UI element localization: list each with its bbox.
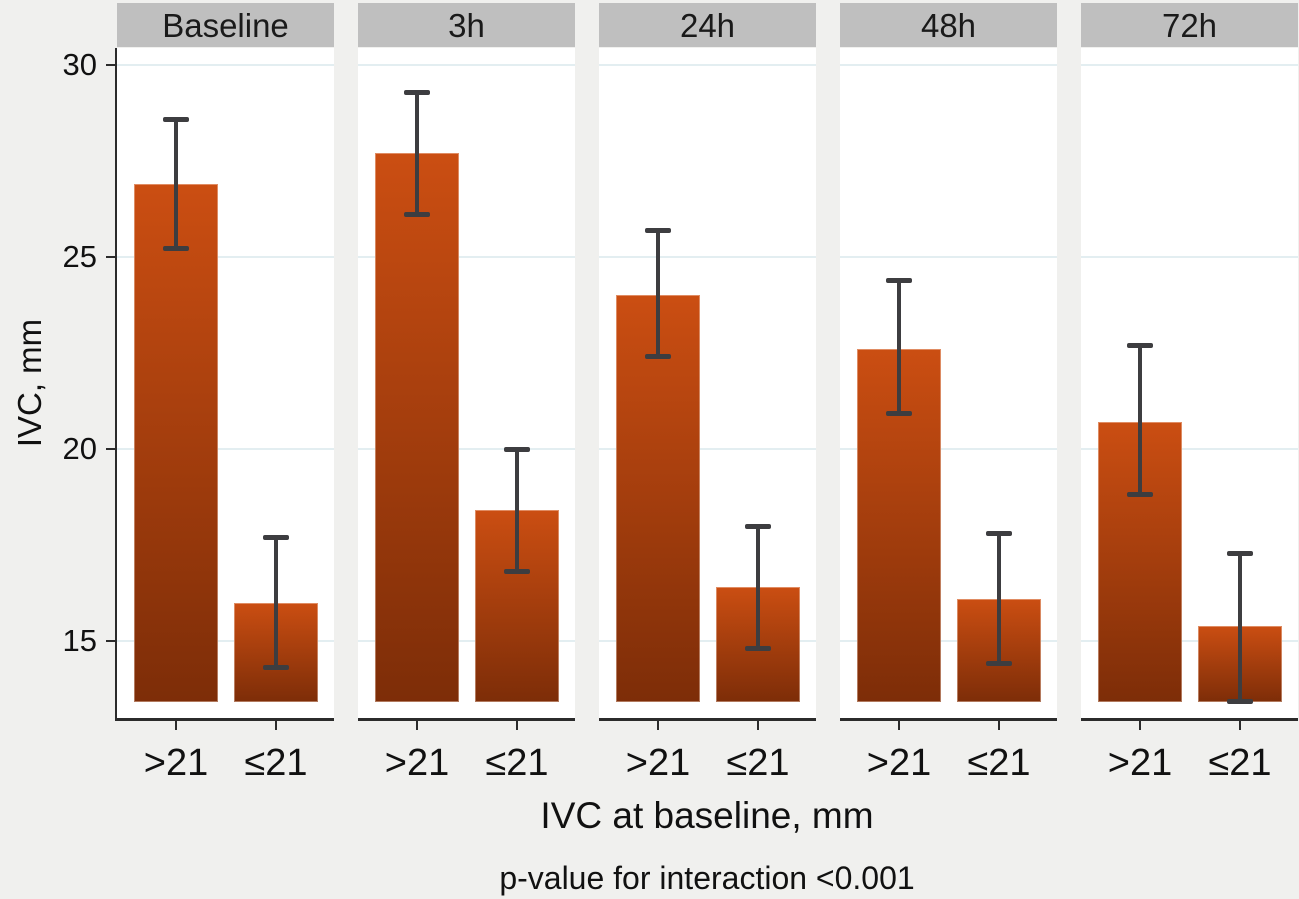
error-bar-line [515,449,519,572]
bar-baseline-gt21 [134,184,218,702]
gridline-30 [358,64,575,66]
gridline-30 [840,64,1057,66]
error-bar-cap-top [163,116,189,122]
facet-plot-3h [358,48,575,721]
facet-header-48h: 48h [840,3,1057,47]
gridline-15 [599,640,816,642]
error-bar-line [1138,345,1142,496]
bar-24h-gt21 [616,295,700,702]
error-bar-line [174,118,178,250]
error-bar-cap-top [886,278,912,284]
error-bar-cap-top [404,89,430,95]
error-bar-cap-bottom [645,353,671,359]
x-tick-mark [275,721,277,730]
y-tick-mark [106,448,117,450]
x-tick-mark [416,721,418,730]
y-tick-mark [106,64,117,66]
y-axis-title: IVC, mm [11,318,48,448]
error-bar-cap-bottom [1127,492,1153,498]
error-bar-line [656,230,660,357]
gridline-30 [599,64,816,66]
gridline-20 [117,448,334,450]
x-axis-title: IVC at baseline, mm [540,795,874,836]
gridline-15 [1081,640,1298,642]
facet-plot-48h [840,48,1057,721]
gridline-15 [117,640,334,642]
category-label-le21: ≤21 [244,742,308,784]
error-bar-cap-top [645,228,671,234]
facet-plot-72h [1081,48,1298,721]
error-bar-cap-bottom [404,211,430,217]
category-label-gt21: >21 [384,742,450,784]
error-bar-line [897,280,901,415]
facet-header-3h: 3h [358,3,575,47]
x-tick-mark [1239,721,1241,730]
x-tick-mark [998,721,1000,730]
error-bar-cap-top [745,523,771,529]
error-bar-cap-bottom [886,411,912,417]
gridline-25 [1081,256,1298,258]
y-tick-label-30: 30 [62,47,97,82]
gridline-25 [117,256,334,258]
y-axis-line [115,48,118,721]
category-label-gt21: >21 [625,742,691,784]
gridline-25 [358,256,575,258]
error-bar-line [1238,552,1242,703]
x-tick-mark [757,721,759,730]
facet-header-24h: 24h [599,3,816,47]
error-bar-cap-bottom [163,246,189,252]
bar-3h-gt21 [375,153,459,702]
error-bar-line [756,525,760,649]
error-bar-line [415,91,419,215]
category-label-gt21: >21 [866,742,932,784]
category-label-gt21: >21 [143,742,209,784]
x-tick-mark [1139,721,1141,730]
x-tick-mark [175,721,177,730]
p-value-caption: p-value for interaction <0.001 [499,860,915,896]
gridline-30 [117,64,334,66]
error-bar-cap-bottom [504,568,530,574]
facet-plot-baseline [117,48,334,721]
error-bar-line [997,533,1001,665]
gridline-15 [358,640,575,642]
gridline-30 [1081,64,1298,66]
category-label-le21: ≤21 [1208,742,1272,784]
y-tick-label-20: 20 [62,431,97,466]
x-tick-mark [657,721,659,730]
category-label-le21: ≤21 [967,742,1031,784]
category-label-gt21: >21 [1107,742,1173,784]
error-bar-cap-top [263,535,289,541]
y-tick-mark [106,640,117,642]
gridline-20 [599,448,816,450]
gridline-25 [840,256,1057,258]
facet-header-72h: 72h [1081,3,1298,47]
facet-plot-24h [599,48,816,721]
category-label-le21: ≤21 [726,742,790,784]
gridline-20 [1081,448,1298,450]
error-bar-cap-top [1127,343,1153,349]
category-label-le21: ≤21 [485,742,549,784]
error-bar-cap-bottom [986,661,1012,667]
error-bar-cap-bottom [263,664,289,670]
error-bar-cap-bottom [745,645,771,651]
gridline-20 [358,448,575,450]
error-bar-cap-top [1227,550,1253,556]
x-tick-mark [898,721,900,730]
x-tick-mark [516,721,518,730]
error-bar-cap-bottom [1227,699,1253,705]
error-bar-cap-top [986,531,1012,537]
gridline-20 [840,448,1057,450]
y-tick-label-25: 25 [62,239,97,274]
y-tick-mark [106,256,117,258]
y-tick-label-15: 15 [62,623,97,658]
gridline-25 [599,256,816,258]
error-bar-line [274,537,278,668]
error-bar-cap-top [504,447,530,452]
facet-header-baseline: Baseline [117,3,334,47]
gridline-15 [840,640,1057,642]
